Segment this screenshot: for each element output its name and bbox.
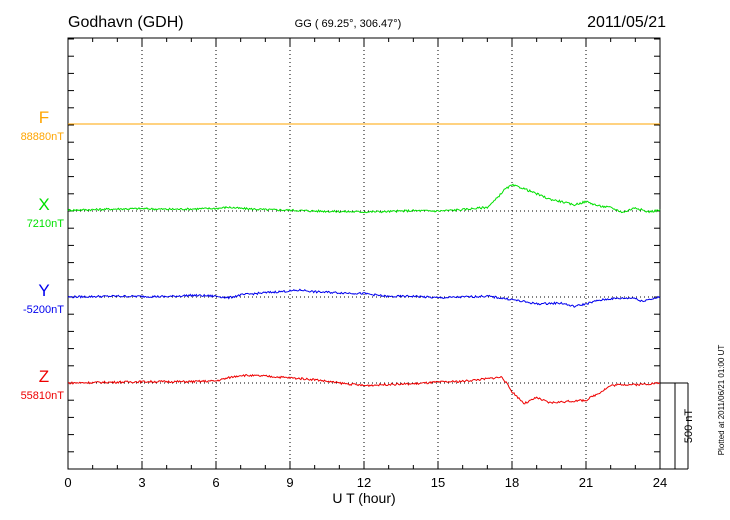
x-tick-label: 21 xyxy=(579,475,593,490)
x-tick-label: 24 xyxy=(653,475,667,490)
series-name-z: Z xyxy=(39,367,49,386)
date-label: 2011/05/21 xyxy=(587,14,666,31)
x-tick-label: 18 xyxy=(505,475,519,490)
series-lines xyxy=(67,123,661,405)
series-baseline-z: 55810nT xyxy=(21,390,65,402)
series-baseline-y: -5200nT xyxy=(23,304,64,316)
series-baseline-f: 88880nT xyxy=(21,131,65,143)
x-tick-label: 3 xyxy=(138,475,145,490)
series-line-z xyxy=(67,373,661,405)
series-name-f: F xyxy=(39,108,49,127)
series-baseline-x: 7210nT xyxy=(27,218,65,230)
series-line-x xyxy=(67,183,661,214)
station-title: Godhavn (GDH) xyxy=(68,14,184,31)
x-tick-label: 6 xyxy=(212,475,219,490)
scale-bar-label: 500 nT xyxy=(683,409,695,444)
series-name-x: X xyxy=(38,195,49,214)
x-axis-label: U T (hour) xyxy=(332,490,395,506)
series-name-y: Y xyxy=(38,281,49,300)
series-line-y xyxy=(67,288,661,308)
x-tick-label: 0 xyxy=(64,475,71,490)
series-labels: F 88880nT X 7210nT Y -5200nT Z 55810nT xyxy=(21,108,65,402)
vertical-gridlines xyxy=(141,38,587,469)
plotted-timestamp: Plotted at 2011/06/21 01:00 UT xyxy=(717,345,726,456)
x-axis: 0 3 6 9 12 15 18 21 24 xyxy=(64,38,667,490)
x-tick-label: 15 xyxy=(431,475,445,490)
x-tick-label: 9 xyxy=(286,475,293,490)
scale-bar: 500 nT xyxy=(660,382,695,470)
x-tick-label: 12 xyxy=(357,475,371,490)
station-coordinates: GG ( 69.25°, 306.47°) xyxy=(295,18,402,30)
